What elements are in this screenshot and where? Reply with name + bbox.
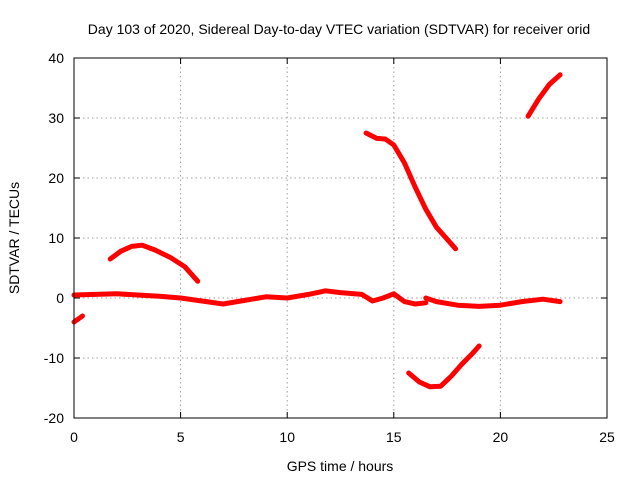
x-tick-label: 20 [493, 429, 509, 445]
y-tick-label: 20 [48, 170, 64, 186]
x-tick-label: 10 [279, 429, 295, 445]
y-tick-label: 0 [56, 290, 64, 306]
series-satellite-arc-1 [71, 313, 85, 325]
x-tick-label: 25 [599, 429, 615, 445]
series-satellite-arc-2 [71, 288, 429, 307]
grid-lines [74, 58, 607, 418]
x-tick-label: 0 [70, 429, 78, 445]
y-tick-label: 40 [48, 50, 64, 66]
chart-title: Day 103 of 2020, Sidereal Day-to-day VTE… [88, 21, 590, 37]
y-tick-label: 10 [48, 230, 64, 246]
series-satellite-arc-3 [423, 295, 563, 309]
y-tick-label: -10 [44, 350, 64, 366]
series-satellite-arc-7 [525, 72, 563, 119]
data-series [71, 72, 563, 390]
y-tick-label: -20 [44, 410, 64, 426]
series-satellite-arc-6 [406, 343, 482, 390]
x-axis-label: GPS time / hours [287, 458, 394, 474]
series-satellite-arc-5 [363, 130, 459, 252]
x-tick-label: 5 [177, 429, 185, 445]
series-satellite-arc-4 [107, 242, 201, 284]
y-axis-label: SDTVAR / TECUs [6, 182, 22, 294]
y-tick-label: 30 [48, 110, 64, 126]
x-tick-label: 15 [386, 429, 402, 445]
axis-ticks: 0 5 10 15 20 25 -20 -10 0 10 20 30 40 [44, 50, 615, 445]
